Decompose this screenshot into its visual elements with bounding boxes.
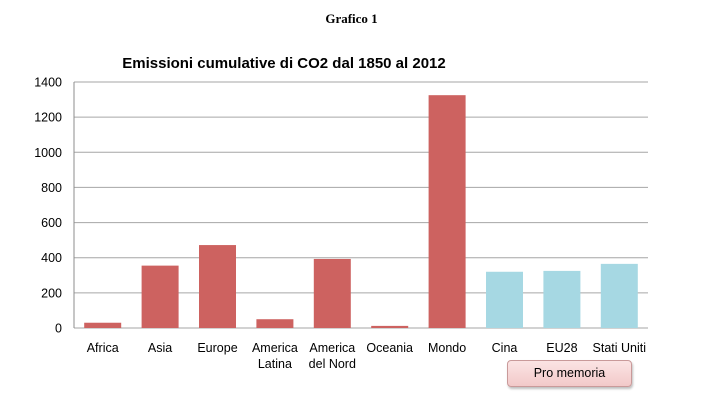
bar [371, 325, 409, 328]
y-tick-label: 200 [41, 286, 62, 300]
x-category-label: Latina [258, 357, 292, 371]
bar [486, 271, 523, 328]
x-category-label: Africa [87, 341, 119, 355]
y-tick-label: 1200 [34, 111, 62, 125]
y-tick-label: 0 [55, 322, 62, 336]
y-tick-label: 400 [41, 251, 62, 265]
bar [428, 95, 466, 328]
x-category-label: Cina [492, 341, 518, 355]
x-category-label: EU28 [546, 341, 577, 355]
x-category-label: del Nord [309, 357, 356, 371]
bar [141, 265, 179, 328]
x-category-label: Stati Uniti [593, 341, 647, 355]
x-category-label: Mondo [428, 341, 466, 355]
x-category-label: Europe [197, 341, 237, 355]
chart-title: Emissioni cumulative di CO2 dal 1850 al … [122, 55, 445, 72]
y-tick-label: 800 [41, 181, 62, 195]
x-category-label: Oceania [366, 341, 413, 355]
x-category-label: America [309, 341, 355, 355]
bar [199, 245, 236, 328]
pro-memoria-box: Pro memoria [507, 360, 632, 387]
y-tick-label: 1400 [34, 76, 62, 90]
bar [84, 322, 122, 328]
y-tick-label: 600 [41, 216, 62, 230]
bar [313, 258, 351, 328]
bar [600, 263, 638, 328]
bar [543, 270, 581, 328]
bar [256, 319, 294, 328]
x-category-label: Asia [148, 341, 172, 355]
x-category-label: America [252, 341, 298, 355]
y-tick-label: 1000 [34, 146, 62, 160]
page-heading: Grafico 1 [325, 11, 378, 26]
